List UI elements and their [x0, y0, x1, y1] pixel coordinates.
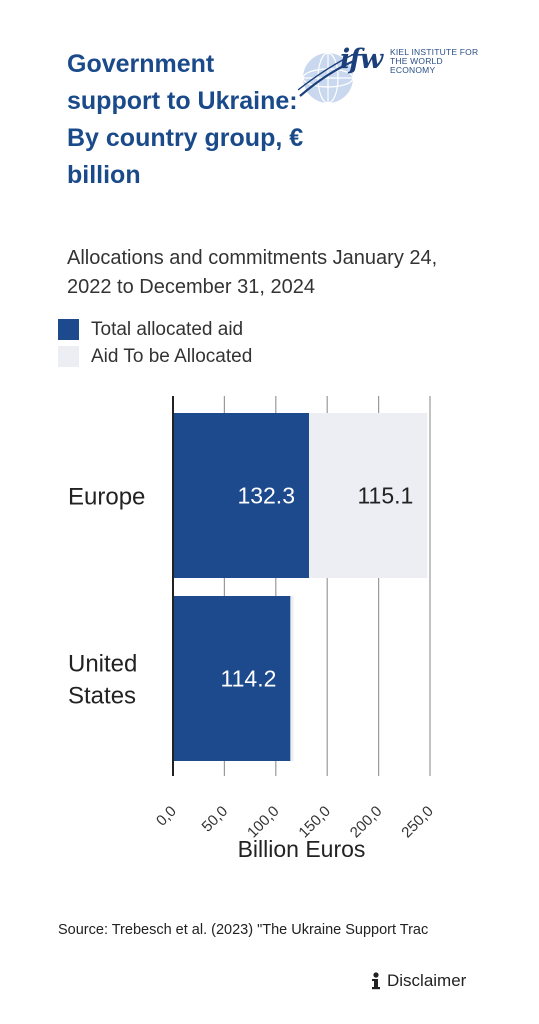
- legend-label-allocated: Total allocated aid: [91, 318, 244, 340]
- logo-line-1: KIEL INSTITUTE FOR: [390, 47, 479, 57]
- bar-united-states-total-allocated-aid[interactable]: [173, 596, 291, 761]
- x-tick-label-0: 0,0: [153, 803, 180, 830]
- legend-swatch-allocated: [58, 319, 79, 340]
- bar-chart: Europe United States 132.3 115.1 114.2 0,0 50…: [68, 396, 437, 862]
- logo-subtitle: KIEL INSTITUTE FOR THE WORLD ECONOMY: [390, 48, 490, 75]
- legend: Total allocated aid Aid To be Allocated: [58, 316, 252, 370]
- legend-label-to-be-allocated: Aid To be Allocated: [91, 345, 253, 367]
- chart-title: Government support to Ukraine: By countr…: [67, 50, 304, 189]
- disclaimer-link[interactable]: Disclaimer: [371, 971, 466, 991]
- info-icon: [371, 971, 381, 991]
- source-note: Source: Trebesch et al. (2023) "The Ukra…: [58, 922, 429, 938]
- legend-item-allocated[interactable]: Total allocated aid: [58, 316, 252, 343]
- x-axis-title: Billion Euros: [238, 836, 366, 862]
- category-label-europe: Europe: [68, 484, 145, 511]
- category-labels: Europe United States: [68, 484, 145, 710]
- chart-subtitle: Allocations and commitments January 24, …: [67, 247, 438, 298]
- value-labels: 132.3 115.1 114.2: [221, 483, 414, 692]
- bar-europe-total-allocated-aid[interactable]: [173, 413, 310, 578]
- x-tick-label-1: 50,0: [199, 803, 232, 836]
- bar-europe-aid-to-be-allocated[interactable]: [309, 413, 428, 578]
- logo-line-2: THE WORLD ECONOMY: [390, 56, 443, 75]
- legend-swatch-to-be-allocated: [58, 346, 79, 367]
- globe-icon: [298, 52, 357, 104]
- category-label-united-states: United States: [68, 651, 137, 710]
- value-label-europe-total-allocated-aid: 132.3: [237, 483, 295, 509]
- disclaimer-label: Disclaimer: [387, 971, 467, 990]
- bar-united-states-aid-to-be-allocated[interactable]: [290, 596, 294, 761]
- value-label-europe-aid-to-be-allocated: 115.1: [357, 483, 413, 509]
- kiel-institute-logo[interactable]: ifw KIEL INSTITUTE FOR THE WORLD ECONOMY: [298, 42, 498, 122]
- logo-mark: ifw: [340, 44, 383, 75]
- x-tick-label-5: 250,0: [398, 803, 437, 842]
- bars: [173, 413, 428, 761]
- legend-item-to-be-allocated[interactable]: Aid To be Allocated: [58, 343, 252, 370]
- value-label-united-states-total-allocated-aid: 114.2: [221, 666, 277, 692]
